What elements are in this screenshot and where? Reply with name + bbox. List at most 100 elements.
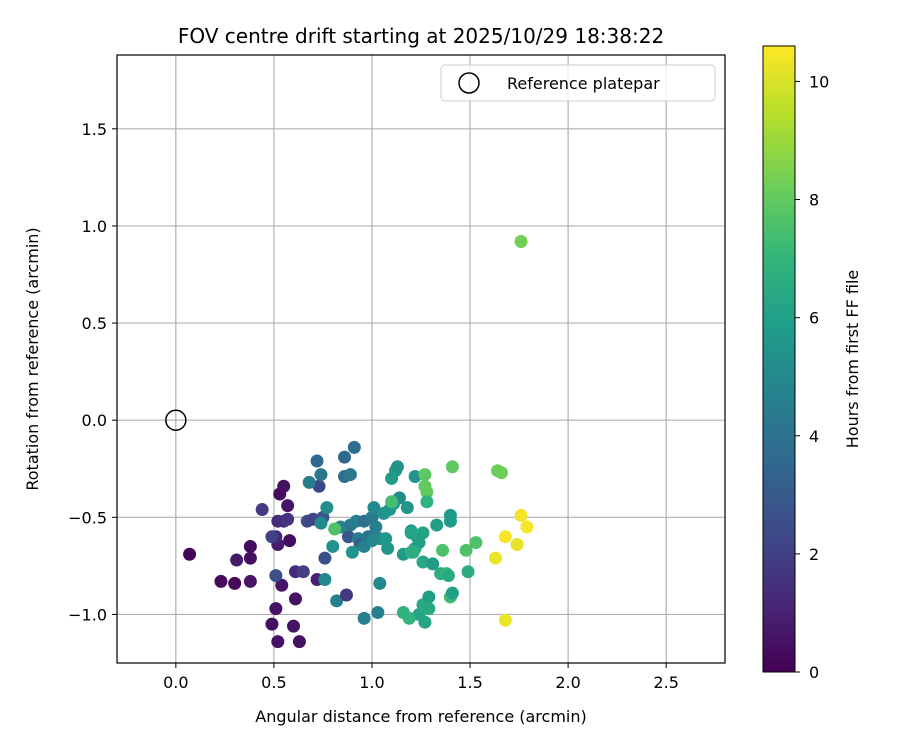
data-point bbox=[320, 501, 334, 515]
data-point bbox=[365, 534, 379, 548]
data-point bbox=[371, 605, 385, 619]
data-point bbox=[312, 479, 326, 493]
data-point bbox=[310, 454, 324, 468]
data-point bbox=[330, 594, 344, 608]
data-point bbox=[498, 613, 512, 627]
colorbar-tick-label: 10 bbox=[809, 72, 829, 91]
data-point bbox=[390, 460, 404, 474]
data-point bbox=[445, 460, 459, 474]
data-point bbox=[339, 588, 353, 602]
data-point bbox=[420, 495, 434, 509]
x-tick-label: 2.5 bbox=[653, 673, 678, 692]
y-tick-label: 0.5 bbox=[82, 314, 107, 333]
legend-label: Reference platepar bbox=[507, 74, 660, 93]
colorbar-label: Hours from first FF file bbox=[843, 270, 862, 449]
x-tick-label: 0.5 bbox=[261, 673, 286, 692]
data-point bbox=[269, 602, 283, 616]
data-point bbox=[214, 574, 228, 588]
data-point bbox=[281, 512, 295, 526]
colorbar-tick-label: 4 bbox=[809, 427, 819, 446]
data-point bbox=[369, 520, 383, 534]
y-axis-ticks: −1.0 −0.5 0.0 0.5 1.0 1.5 bbox=[68, 120, 117, 624]
data-point bbox=[314, 468, 328, 482]
data-point bbox=[373, 576, 387, 590]
data-point bbox=[296, 565, 310, 579]
data-point bbox=[436, 543, 450, 557]
colorbar-tick-label: 8 bbox=[809, 191, 819, 210]
data-point bbox=[343, 468, 357, 482]
y-axis-label: Rotation from reference (arcmin) bbox=[23, 227, 42, 490]
data-point bbox=[494, 466, 508, 480]
y-tick-label: 1.5 bbox=[82, 120, 107, 139]
y-tick-label: 0.0 bbox=[82, 411, 107, 430]
data-point bbox=[416, 526, 430, 540]
colorbar-tick-label: 6 bbox=[809, 309, 819, 328]
data-point bbox=[367, 501, 381, 515]
data-point bbox=[357, 611, 371, 625]
data-point bbox=[461, 565, 475, 579]
data-point bbox=[269, 569, 283, 583]
data-point bbox=[443, 508, 457, 522]
colorbar-tick-label: 0 bbox=[809, 663, 819, 682]
legend-box bbox=[440, 64, 716, 102]
data-point bbox=[265, 617, 279, 631]
x-axis-label: Angular distance from reference (arcmin) bbox=[255, 707, 586, 726]
data-point bbox=[338, 450, 352, 464]
data-point bbox=[404, 526, 418, 540]
scatter-points bbox=[183, 234, 534, 649]
data-point bbox=[288, 592, 302, 606]
data-point bbox=[418, 615, 432, 629]
data-point bbox=[228, 576, 242, 590]
x-tick-label: 2.0 bbox=[555, 673, 580, 692]
colorbar-tick-label: 2 bbox=[809, 545, 819, 564]
data-point bbox=[341, 530, 355, 544]
data-point bbox=[318, 572, 332, 586]
data-point bbox=[422, 602, 436, 616]
grid bbox=[117, 55, 725, 663]
data-point bbox=[459, 543, 473, 557]
data-point bbox=[402, 611, 416, 625]
data-point bbox=[406, 545, 420, 559]
colorbar-ticks: 0 2 4 6 8 10 bbox=[795, 72, 829, 682]
data-point bbox=[328, 522, 342, 536]
colorbar: 0 2 4 6 8 10 Hours from first FF file bbox=[762, 45, 862, 682]
data-point bbox=[283, 534, 297, 548]
data-point bbox=[469, 536, 483, 550]
data-point bbox=[287, 619, 301, 633]
x-tick-label: 1.5 bbox=[457, 673, 482, 692]
data-point bbox=[422, 590, 436, 604]
data-point bbox=[379, 532, 393, 546]
reference-platepar-marker bbox=[165, 409, 187, 431]
data-point bbox=[445, 586, 459, 600]
x-tick-label: 1.0 bbox=[359, 673, 384, 692]
data-point bbox=[385, 495, 399, 509]
plot-frame bbox=[116, 54, 726, 664]
y-tick-label: −1.0 bbox=[68, 605, 107, 624]
data-point bbox=[243, 539, 257, 553]
data-point bbox=[314, 516, 328, 530]
data-point bbox=[230, 553, 244, 567]
data-point bbox=[275, 578, 289, 592]
data-point bbox=[243, 574, 257, 588]
data-point bbox=[510, 538, 524, 552]
data-point bbox=[243, 551, 257, 565]
data-point bbox=[265, 530, 279, 544]
colorbar-gradient bbox=[762, 45, 796, 673]
data-point bbox=[381, 541, 395, 555]
x-tick-label: 0.0 bbox=[163, 673, 188, 692]
data-point bbox=[441, 569, 455, 583]
y-tick-label: −0.5 bbox=[68, 508, 107, 527]
data-point bbox=[514, 508, 528, 522]
data-point bbox=[183, 547, 197, 561]
data-point bbox=[281, 499, 295, 513]
data-point bbox=[255, 503, 269, 517]
data-point bbox=[430, 518, 444, 532]
data-point bbox=[302, 475, 316, 489]
x-axis-ticks: 0.0 0.5 1.0 1.5 2.0 2.5 bbox=[163, 663, 679, 692]
data-point bbox=[277, 479, 291, 493]
data-point bbox=[292, 635, 306, 649]
data-point bbox=[318, 551, 332, 565]
data-point bbox=[271, 635, 285, 649]
y-tick-label: 1.0 bbox=[82, 217, 107, 236]
